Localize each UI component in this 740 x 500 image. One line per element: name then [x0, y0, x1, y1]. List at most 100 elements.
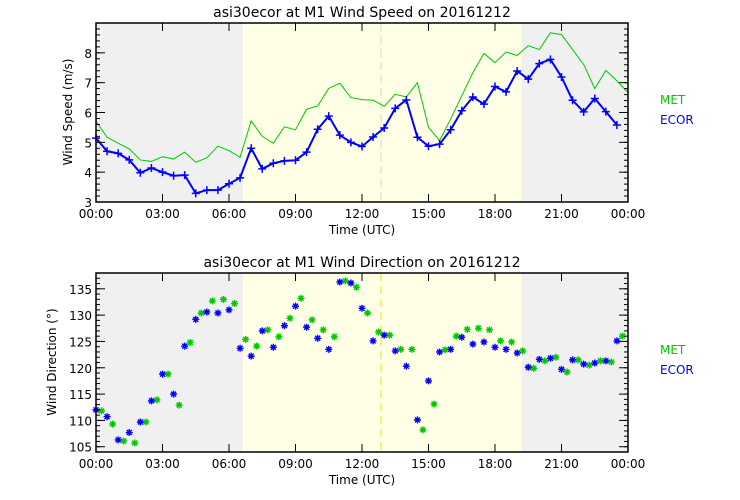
data-point-met: [530, 364, 538, 372]
data-point-ecor: [202, 186, 211, 195]
data-point-ecor: [192, 315, 200, 323]
y-tick-label: 8: [84, 47, 92, 61]
data-point-ecor: [546, 354, 554, 362]
data-point-ecor: [413, 416, 421, 424]
data-point-ecor: [313, 125, 322, 134]
data-point-ecor: [136, 168, 145, 177]
data-point-ecor: [280, 156, 289, 165]
data-point-ecor: [247, 352, 255, 360]
y-tick-label: 125: [69, 335, 92, 349]
data-point-ecor: [291, 156, 300, 165]
data-point-ecor: [380, 331, 388, 339]
data-point-met: [175, 401, 183, 409]
y-axis-label: Wind Direction (°): [45, 308, 59, 415]
data-point-ecor: [136, 418, 144, 426]
data-point-met: [308, 316, 316, 324]
x-axis-label: Time (UTC): [328, 473, 395, 487]
data-point-met: [607, 358, 615, 366]
data-point-ecor: [358, 142, 366, 151]
data-point-ecor: [436, 348, 444, 356]
data-point-met: [131, 439, 139, 447]
data-point-met: [452, 332, 460, 340]
daylight-shading: [242, 273, 522, 452]
data-point-met: [341, 277, 349, 285]
y-tick-label: 120: [69, 362, 92, 376]
data-point-ecor: [502, 87, 511, 96]
data-point-ecor: [280, 322, 288, 330]
data-point-met: [375, 328, 383, 336]
data-point-ecor: [613, 337, 621, 345]
data-point-ecor: [225, 306, 233, 314]
data-point-ecor: [479, 100, 488, 109]
data-point-ecor: [302, 148, 311, 157]
data-point-ecor: [612, 121, 621, 130]
data-point-met: [552, 353, 560, 361]
data-point-ecor: [413, 133, 422, 142]
data-point-met: [197, 309, 205, 317]
data-point-ecor: [558, 365, 565, 373]
y-tick-label: 105: [69, 441, 92, 455]
x-tick-label: 15:00: [411, 457, 446, 471]
data-point-ecor: [125, 155, 134, 164]
data-point-ecor: [491, 343, 499, 351]
x-tick-label: 00:00: [611, 457, 646, 471]
data-point-ecor: [125, 429, 133, 437]
data-point-ecor: [314, 334, 322, 342]
data-point-ecor: [358, 304, 366, 312]
data-point-ecor: [346, 138, 355, 147]
chart-title: asi30ecor at M1 Wind Direction on 201612…: [203, 255, 520, 271]
y-tick-label: 115: [69, 388, 92, 402]
data-point-ecor: [269, 343, 277, 351]
data-point-ecor: [535, 59, 544, 68]
data-point-ecor: [424, 142, 433, 151]
data-point-ecor: [468, 92, 477, 101]
x-tick-label: 18:00: [478, 457, 513, 471]
data-point-met: [441, 346, 449, 354]
data-point-met: [109, 420, 117, 428]
data-point-met: [286, 314, 294, 322]
x-axis-label: Time (UTC): [328, 223, 395, 237]
data-point-ecor: [513, 67, 522, 76]
data-point-ecor: [303, 323, 311, 331]
x-tick-label: 06:00: [212, 207, 247, 221]
data-point-ecor: [247, 144, 256, 153]
data-point-ecor: [147, 163, 156, 172]
data-point-met: [319, 326, 327, 334]
plot-area: [92, 22, 629, 203]
data-point-ecor: [347, 279, 355, 287]
x-tick-label: 00:00: [611, 207, 646, 221]
data-point-ecor: [236, 344, 244, 352]
data-point-ecor: [147, 397, 155, 405]
data-point-met: [563, 368, 571, 376]
data-point-ecor: [580, 360, 588, 368]
chart-title: asi30ecor at M1 Wind Speed on 20161212: [213, 5, 511, 21]
data-point-ecor: [557, 72, 566, 81]
data-point-ecor: [391, 347, 399, 355]
x-tick-label: 21:00: [544, 207, 579, 221]
wind-direction-panel: asi30ecor at M1 Wind Direction on 201612…: [45, 255, 694, 487]
y-tick-label: 6: [84, 107, 92, 121]
data-point-ecor: [502, 345, 510, 353]
data-point-ecor: [425, 377, 432, 385]
data-point-ecor: [590, 94, 599, 103]
night-shading: [96, 273, 243, 452]
data-point-ecor: [457, 106, 466, 115]
data-point-ecor: [335, 131, 344, 140]
wind-speed-panel: asi30ecor at M1 Wind Speed on 20161212 T…: [61, 5, 694, 237]
data-point-ecor: [446, 125, 455, 134]
x-tick-label: 15:00: [411, 207, 446, 221]
data-point-ecor: [469, 340, 477, 348]
data-point-met: [596, 357, 604, 365]
data-point-ecor: [114, 149, 123, 158]
x-tick-label: 09:00: [278, 207, 313, 221]
data-point-ecor: [513, 349, 521, 357]
data-point-met: [142, 418, 150, 426]
legend-ecor: ECOR: [660, 363, 694, 377]
y-tick-label: 7: [84, 77, 92, 91]
x-tick-label: 18:00: [478, 207, 513, 221]
data-point-ecor: [180, 171, 189, 180]
data-point-ecor: [480, 338, 488, 346]
data-point-ecor: [435, 140, 444, 149]
data-point-ecor: [369, 132, 378, 141]
